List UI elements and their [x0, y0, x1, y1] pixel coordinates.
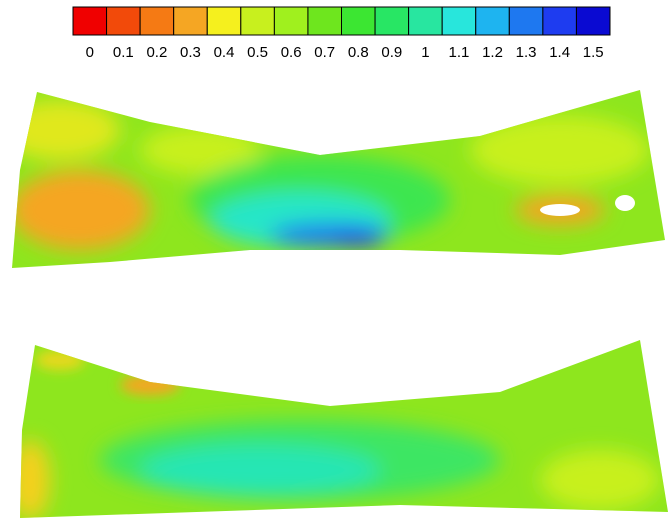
colorbar-label: 0.5 [247, 44, 268, 61]
colorbar-label: 1 [421, 44, 429, 61]
colorbar-box [374, 6, 410, 36]
colorbar-box [72, 6, 108, 36]
colorbar-box [575, 6, 611, 36]
top-field [12, 90, 665, 268]
colorbar-box [173, 6, 208, 36]
colorbar-box [408, 6, 443, 36]
colorbar-label: 0.4 [214, 44, 235, 61]
colorbar-label: 1.3 [516, 44, 537, 61]
colorbar-label: 0.8 [348, 44, 369, 61]
colorbar-box [475, 6, 510, 36]
colorbar: 0 0.1 0.2 0.3 0.4 0.5 0.6 0.7 0.8 0.9 1 1.1 1.2 1.3 1.… [72, 6, 611, 61]
colorbar-box [508, 6, 544, 36]
colorbar-box [441, 6, 477, 36]
colorbar-box [206, 6, 242, 36]
colorbar-label: 1.5 [583, 44, 604, 61]
colorbar-label: 0.6 [281, 44, 302, 61]
colorbar-label: 1.1 [449, 44, 470, 61]
bottom-field [20, 340, 668, 518]
colorbar-label: 1.4 [549, 44, 570, 61]
colorbar-box [139, 6, 175, 36]
colorbar-box [240, 6, 275, 36]
colorbar-label: 0 [86, 44, 94, 61]
colorbar-box [542, 6, 577, 36]
colorbar-box [307, 6, 342, 36]
colorbar-box [341, 6, 376, 36]
colorbar-box [106, 6, 141, 36]
colorbar-label: 0.3 [180, 44, 201, 61]
colorbar-label: 0.2 [146, 44, 167, 61]
colorbar-label: 0.7 [314, 44, 335, 61]
colorbar-label: 0.9 [381, 44, 402, 61]
colorbar-box [273, 6, 309, 36]
colorbar-label: 1.2 [482, 44, 503, 61]
colorbar-label: 0.1 [113, 44, 134, 61]
